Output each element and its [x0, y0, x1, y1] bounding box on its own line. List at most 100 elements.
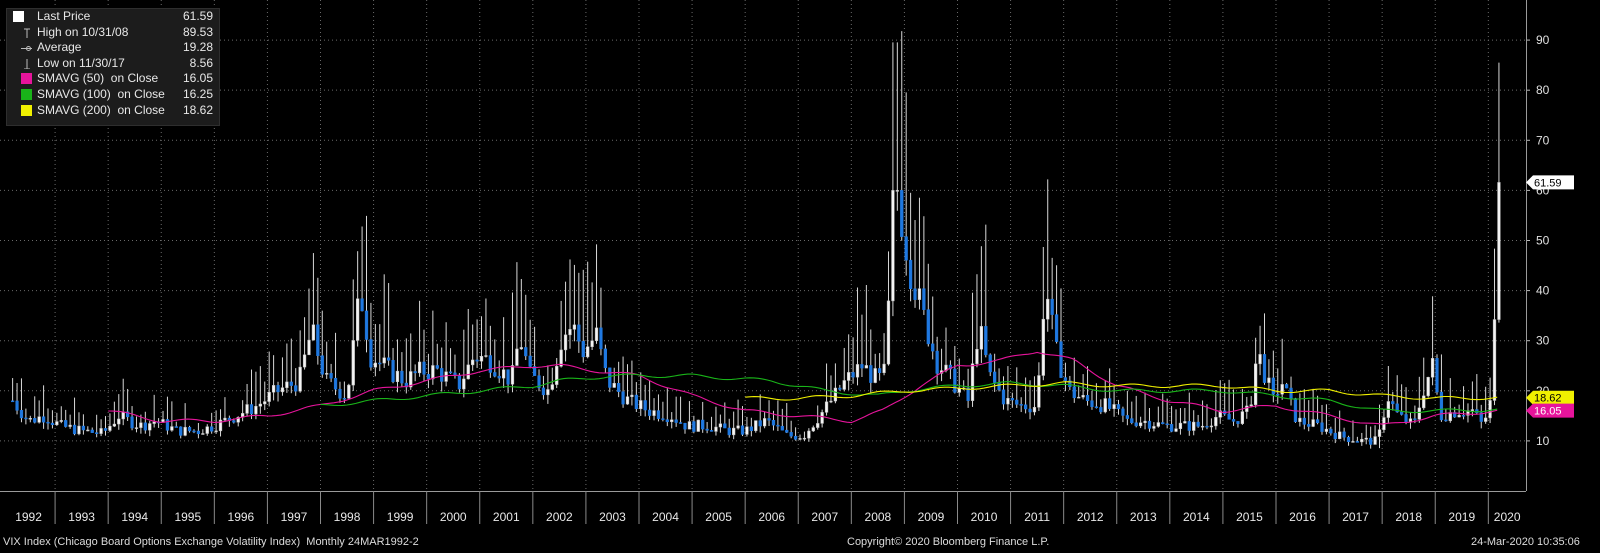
candle-down [1147, 420, 1152, 429]
candle-down [276, 385, 280, 393]
candle-up [218, 419, 223, 432]
candle-down [674, 419, 678, 423]
candle [625, 364, 630, 405]
square-icon [13, 11, 24, 22]
candle [254, 371, 258, 420]
candle-up [223, 417, 227, 421]
candle-up [555, 366, 559, 385]
footer-copyright: Copyright© 2020 Bloomberg Finance L.P. [847, 536, 1050, 548]
candle-up [112, 423, 116, 427]
candle-up [263, 401, 267, 405]
candle-up [886, 300, 891, 365]
candle-down [1399, 411, 1404, 415]
candle-up [714, 426, 718, 432]
candle-down [1130, 418, 1134, 424]
legend-label: SMAVG (200) on Close [37, 102, 165, 117]
candle [1183, 407, 1187, 424]
candle-up [285, 381, 289, 388]
candle [1351, 420, 1355, 443]
candle-up [833, 387, 838, 402]
candle [847, 334, 851, 391]
candle-down [64, 420, 68, 427]
candle-up [1081, 395, 1085, 398]
candle-up [356, 298, 360, 341]
candle [851, 337, 855, 384]
candle-up [134, 427, 139, 429]
candle [647, 381, 652, 420]
candle [276, 381, 280, 402]
candle [674, 396, 678, 427]
candle [369, 302, 373, 371]
candle [1262, 313, 1267, 385]
candle [1448, 378, 1452, 423]
candle-up [1364, 437, 1368, 440]
x-axis: 1992 1993 1994 1995 1996 1997 1998 1999 2000 2001… [0, 491, 1526, 524]
candle-up [855, 364, 860, 378]
candle [409, 333, 413, 390]
candle [10, 378, 15, 403]
candle [50, 410, 55, 429]
candle [829, 375, 833, 404]
candle [935, 336, 939, 385]
candle-down [1231, 419, 1236, 422]
candle-up [625, 396, 630, 405]
candle-down [24, 417, 28, 420]
candle [886, 251, 891, 366]
legend-label: Last Price [37, 9, 91, 23]
candle-up [1351, 441, 1355, 443]
candle-up [559, 349, 563, 367]
candle-down [196, 430, 201, 435]
candle-down [369, 339, 373, 368]
candle [386, 283, 391, 366]
candle-down [1236, 421, 1240, 424]
smavg50-tag: 16.05 [1526, 403, 1574, 418]
candle-down [780, 425, 784, 431]
candle-down [1059, 341, 1063, 378]
candle [524, 294, 528, 360]
candle [532, 326, 537, 376]
moving-averages [108, 351, 1498, 425]
legend-value: 16.05 [182, 71, 213, 86]
candle-up [1497, 182, 1501, 320]
year-label: 1993 [68, 510, 95, 524]
candle-down [577, 324, 581, 342]
candle-down [537, 375, 541, 389]
candle [143, 411, 147, 434]
candle-up [325, 373, 329, 375]
candle [1413, 405, 1417, 424]
candle-down [90, 429, 94, 433]
candle-up [1360, 439, 1364, 443]
candle-up [1430, 358, 1435, 378]
candle [187, 425, 192, 433]
candle-down [210, 426, 214, 432]
legend-label: Low on 11/30/17 [37, 55, 125, 70]
candle [541, 375, 546, 400]
candle [1249, 396, 1253, 408]
year-label: 2002 [546, 510, 573, 524]
candle-up [590, 340, 594, 347]
candle-up [68, 424, 72, 427]
candle [1156, 406, 1160, 428]
candlesticks [10, 31, 1501, 449]
candle [546, 365, 550, 404]
candle-up [515, 348, 519, 366]
candle [599, 287, 603, 356]
candle [333, 332, 338, 395]
candle-up [1417, 407, 1421, 420]
y-axis: 102030405060708090 [1526, 0, 1550, 491]
candle [218, 409, 223, 437]
candle-down [165, 419, 170, 431]
candle-up [1006, 398, 1010, 405]
candle-up [1245, 405, 1249, 412]
candle [670, 412, 674, 429]
candle-down [749, 426, 753, 432]
candle-up [1037, 375, 1041, 408]
candle [807, 428, 811, 442]
candle [466, 308, 470, 380]
candle [922, 216, 926, 315]
candle [1006, 366, 1010, 411]
candle [1289, 376, 1293, 406]
candle-down [838, 387, 842, 390]
candle-down [599, 327, 603, 350]
candle-down [497, 375, 501, 379]
